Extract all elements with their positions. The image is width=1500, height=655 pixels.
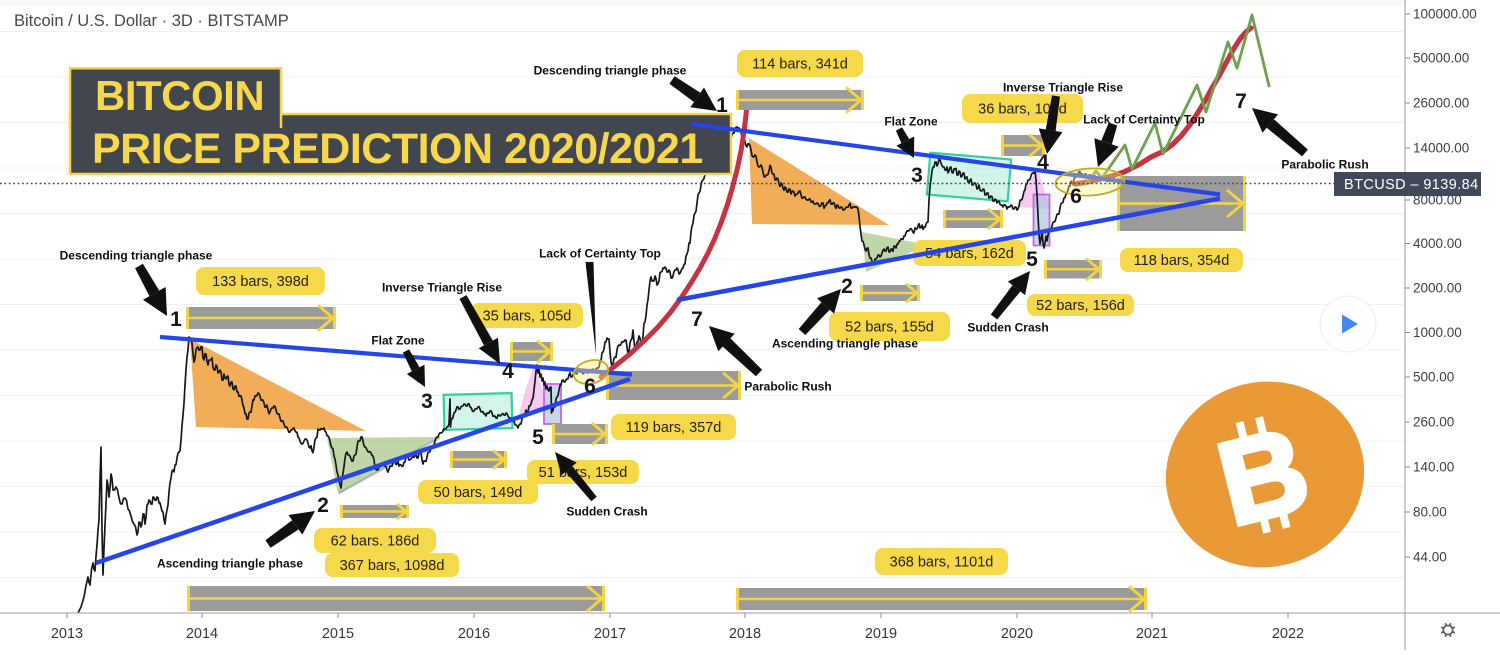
svg-text:1: 1 — [716, 94, 728, 117]
svg-text:Flat Zone: Flat Zone — [371, 333, 425, 347]
svg-text:3: 3 — [421, 390, 433, 413]
svg-text:7: 7 — [1235, 90, 1247, 113]
svg-text:44.00: 44.00 — [1413, 550, 1447, 565]
svg-text:140.00: 140.00 — [1413, 460, 1454, 475]
svg-text:2013: 2013 — [51, 626, 83, 642]
svg-text:7: 7 — [691, 308, 703, 331]
svg-text:119 bars, 357d: 119 bars, 357d — [626, 420, 722, 436]
svg-text:Parabolic Rush: Parabolic Rush — [744, 379, 831, 393]
svg-text:1000.00: 1000.00 — [1413, 325, 1462, 340]
svg-text:Bitcoin / U.S. Dollar · 3D · B: Bitcoin / U.S. Dollar · 3D · BITSTAMP — [14, 12, 289, 30]
svg-text:35 bars, 105d: 35 bars, 105d — [483, 309, 572, 325]
svg-text:2014: 2014 — [186, 626, 218, 642]
svg-text:Sudden Crash: Sudden Crash — [967, 320, 1048, 334]
svg-text:5: 5 — [532, 426, 544, 449]
svg-text:BTCUSD – 9139.84: BTCUSD – 9139.84 — [1344, 177, 1479, 193]
svg-text:118 bars, 354d: 118 bars, 354d — [1134, 253, 1230, 269]
svg-text:36 bars, 107d: 36 bars, 107d — [978, 102, 1067, 118]
svg-text:Inverse Triangle Rise: Inverse Triangle Rise — [382, 280, 502, 294]
svg-text:Ascending triangle phase: Ascending triangle phase — [772, 336, 918, 350]
svg-text:PRICE PREDICTION 2020/2021: PRICE PREDICTION 2020/2021 — [92, 125, 703, 173]
svg-text:52 bars, 156d: 52 bars, 156d — [1036, 298, 1125, 314]
svg-text:2019: 2019 — [865, 626, 897, 642]
svg-text:Inverse Triangle Rise: Inverse Triangle Rise — [1003, 80, 1123, 94]
svg-text:2018: 2018 — [729, 626, 761, 642]
svg-text:2000.00: 2000.00 — [1413, 281, 1462, 296]
svg-text:2: 2 — [841, 275, 853, 298]
svg-text:100000.00: 100000.00 — [1413, 7, 1477, 22]
svg-text:50000.00: 50000.00 — [1413, 51, 1469, 66]
svg-text:Parabolic Rush: Parabolic Rush — [1281, 157, 1368, 171]
svg-text:133 bars, 398d: 133 bars, 398d — [212, 274, 309, 290]
svg-text:2: 2 — [317, 494, 329, 517]
svg-text:50 bars, 149d: 50 bars, 149d — [434, 485, 523, 501]
svg-text:2017: 2017 — [594, 626, 626, 642]
svg-text:62 bars. 186d: 62 bars. 186d — [331, 534, 420, 550]
svg-text:368 bars, 1101d: 368 bars, 1101d — [890, 555, 994, 571]
svg-text:Sudden Crash: Sudden Crash — [566, 504, 647, 518]
svg-text:4000.00: 4000.00 — [1413, 236, 1462, 251]
svg-text:4: 4 — [1037, 151, 1049, 174]
svg-text:2015: 2015 — [322, 626, 354, 642]
svg-text:2016: 2016 — [458, 626, 490, 642]
svg-text:1: 1 — [170, 308, 182, 331]
svg-text:Ascending triangle phase: Ascending triangle phase — [157, 556, 303, 570]
svg-text:Descending triangle phase: Descending triangle phase — [60, 248, 213, 262]
svg-text:6: 6 — [1070, 185, 1082, 208]
svg-text:114 bars, 341d: 114 bars, 341d — [752, 57, 848, 73]
svg-text:Lack of Certainty Top: Lack of Certainty Top — [539, 246, 661, 260]
svg-text:Descending triangle phase: Descending triangle phase — [534, 63, 687, 77]
svg-text:2021: 2021 — [1136, 626, 1168, 642]
svg-text:14000.00: 14000.00 — [1413, 141, 1469, 156]
svg-text:51 bars, 153d: 51 bars, 153d — [539, 465, 628, 481]
svg-text:500.00: 500.00 — [1413, 370, 1454, 385]
svg-text:5: 5 — [1026, 248, 1038, 271]
svg-text:Lack of Certainty Top: Lack of Certainty Top — [1083, 112, 1205, 126]
svg-text:54 bars, 162d: 54 bars, 162d — [925, 246, 1014, 262]
svg-text:2020: 2020 — [1001, 626, 1033, 642]
svg-text:8000.00: 8000.00 — [1413, 193, 1462, 208]
svg-text:4: 4 — [502, 360, 514, 383]
svg-text:BITCOIN: BITCOIN — [95, 72, 264, 119]
svg-text:80.00: 80.00 — [1413, 505, 1447, 520]
svg-text:6: 6 — [584, 375, 596, 398]
svg-text:260.00: 260.00 — [1413, 415, 1454, 430]
svg-text:Flat Zone: Flat Zone — [884, 114, 938, 128]
svg-text:2022: 2022 — [1272, 626, 1304, 642]
svg-text:3: 3 — [911, 164, 923, 187]
svg-text:367 bars, 1098d: 367 bars, 1098d — [340, 558, 445, 574]
svg-text:26000.00: 26000.00 — [1413, 96, 1469, 111]
svg-text:52 bars, 155d: 52 bars, 155d — [845, 320, 934, 336]
